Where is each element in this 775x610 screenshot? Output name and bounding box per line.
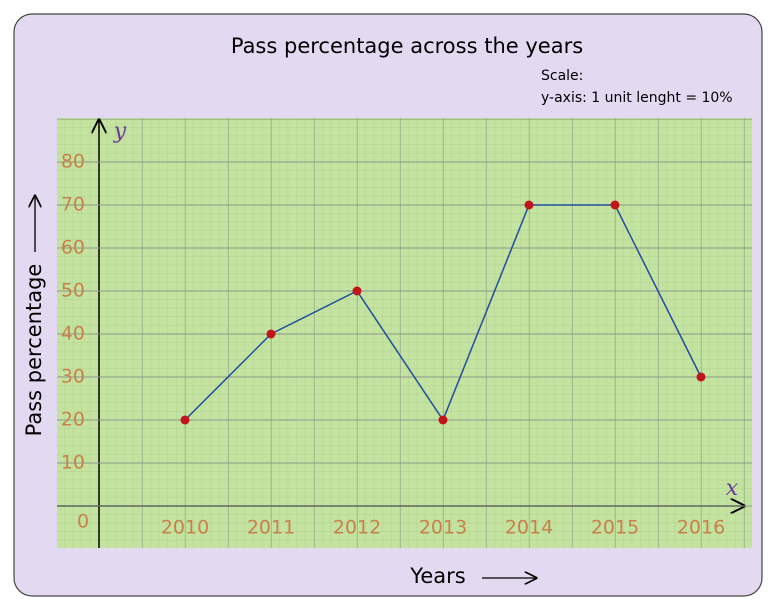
- x-tick-label: 2013: [419, 517, 467, 539]
- marker: [180, 415, 190, 425]
- y-tick-label: 20: [61, 409, 85, 431]
- note: y-axis: 1 unit lenght = 10%: [541, 90, 733, 106]
- chart-title: Pass percentage across the years: [231, 34, 583, 58]
- major-grid: [57, 118, 752, 548]
- y-axis-label: Pass percentage: [22, 264, 46, 437]
- x-tick-label: 2014: [505, 517, 553, 539]
- x-axis-label: Years: [409, 564, 465, 588]
- note: Scale:: [541, 68, 583, 84]
- x-tick-label: 2010: [161, 517, 209, 539]
- marker: [696, 372, 706, 382]
- marker: [610, 200, 620, 210]
- marker: [352, 286, 362, 296]
- y-tick-label: 30: [61, 366, 85, 388]
- x-tick-label: 2012: [333, 517, 381, 539]
- y-axis-symbol: y: [113, 119, 127, 144]
- marker: [438, 415, 448, 425]
- y-tick-label: 80: [61, 151, 85, 173]
- marker: [524, 200, 534, 210]
- x-tick-label: 2015: [591, 517, 639, 539]
- y-tick-label: 40: [61, 323, 85, 345]
- x-axis-symbol: x: [726, 476, 739, 501]
- y-tick-label: 70: [61, 194, 85, 216]
- y-tick-label: 50: [61, 280, 85, 302]
- x-tick-label: 2011: [247, 517, 295, 539]
- marker: [266, 329, 276, 339]
- y-tick-label: 10: [61, 452, 85, 474]
- y-tick-label: 0: [77, 511, 89, 533]
- y-tick-label: 60: [61, 237, 85, 259]
- x-tick-label: 2016: [677, 517, 725, 539]
